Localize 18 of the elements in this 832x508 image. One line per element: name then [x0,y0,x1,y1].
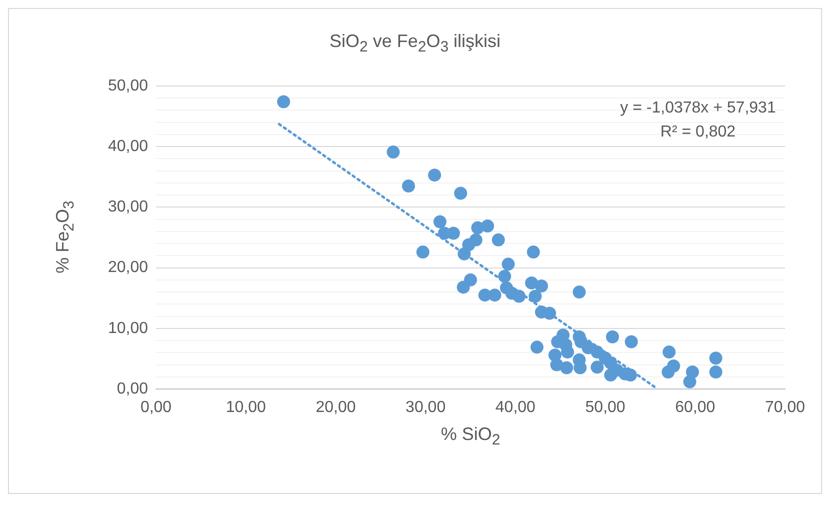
x-tick-label: 0,00 [140,399,172,416]
y-tick-label: 20,00 [108,259,148,276]
x-tick-label: 40,00 [495,399,536,416]
x-tick-label: 70,00 [764,399,806,416]
x-tick-label: 50,00 [585,399,626,416]
y-tick-label: 50,00 [108,77,148,94]
y-tick-label: 40,00 [108,138,148,156]
y-tick-label: 30,00 [108,198,148,216]
annotation: R² = 0,802 [660,123,736,140]
x-tick-label: 10,00 [226,399,266,416]
x-axis-title: % SiO$_{2}$ [440,424,502,449]
x-tick-label: 60,00 [675,399,716,416]
y-tick-label: 0,00 [116,380,148,398]
chart-title: SiO$_{2}$ ve Fe$_{2}$O$_{3}$ ilişkisi [328,31,502,56]
x-tick-label: 30,00 [406,399,446,416]
y-tick-label: 10,00 [108,320,148,337]
annotation: y = -1,0378x + 57,931 [620,99,776,116]
x-tick-label: 20,00 [316,399,356,416]
